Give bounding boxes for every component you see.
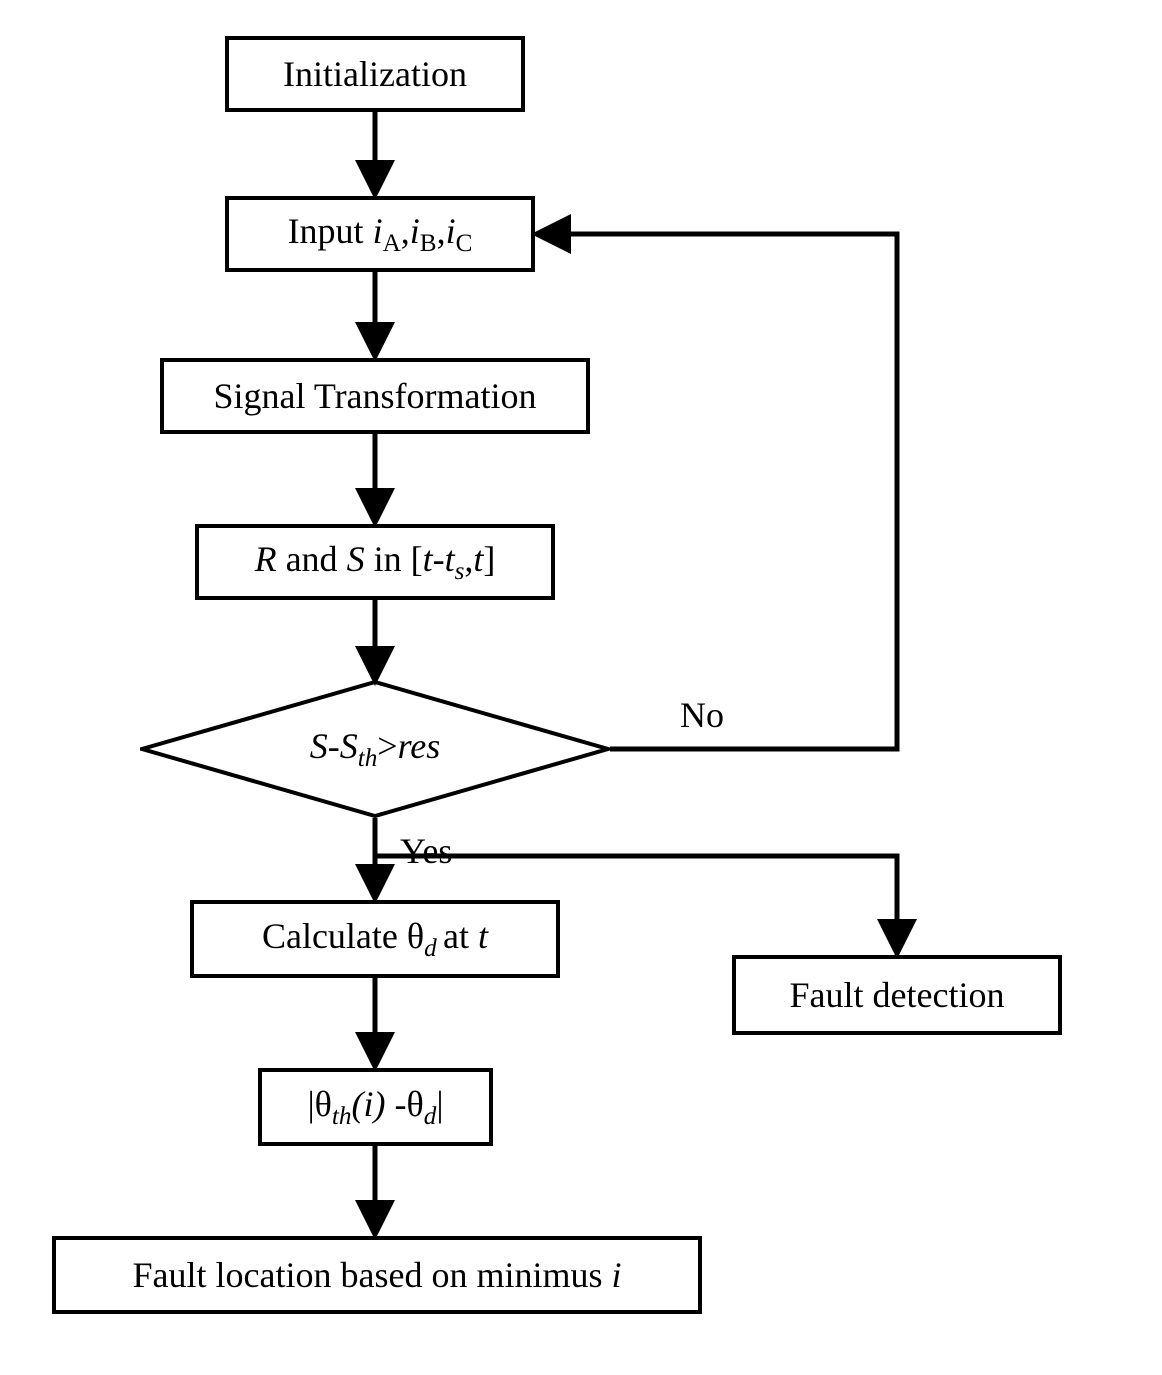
node-calculate-theta: Calculate θd at t [190,900,560,978]
node-decision: S-Sth>res [140,680,610,818]
node-initialization: Initialization [225,36,525,112]
node-label: Input iA,iB,iC [288,210,473,258]
node-label: R and S in [t-ts,t] [255,538,496,586]
node-label: Initialization [283,53,467,95]
node-fault-detection: Fault detection [732,955,1062,1035]
label-no: No [680,694,724,736]
edge-decision-input-no [541,234,897,749]
node-signal-transformation: Signal Transformation [160,358,590,434]
flowchart-container: Initialization Input iA,iB,iC Signal Tra… [0,0,1162,1375]
node-input: Input iA,iB,iC [225,196,535,272]
node-label: Fault detection [790,974,1005,1016]
node-label: |θth(i) -θd| [307,1083,443,1131]
node-r-s-interval: R and S in [t-ts,t] [195,524,555,600]
node-fault-location: Fault location based on minimus i [52,1236,702,1314]
node-label: S-Sth>res [310,725,441,773]
node-label: Calculate θd at t [262,915,488,963]
node-label: Signal Transformation [213,375,536,417]
node-theta-diff: |θth(i) -θd| [258,1068,493,1146]
node-label: Fault location based on minimus i [133,1254,622,1296]
label-yes: Yes [400,830,452,872]
